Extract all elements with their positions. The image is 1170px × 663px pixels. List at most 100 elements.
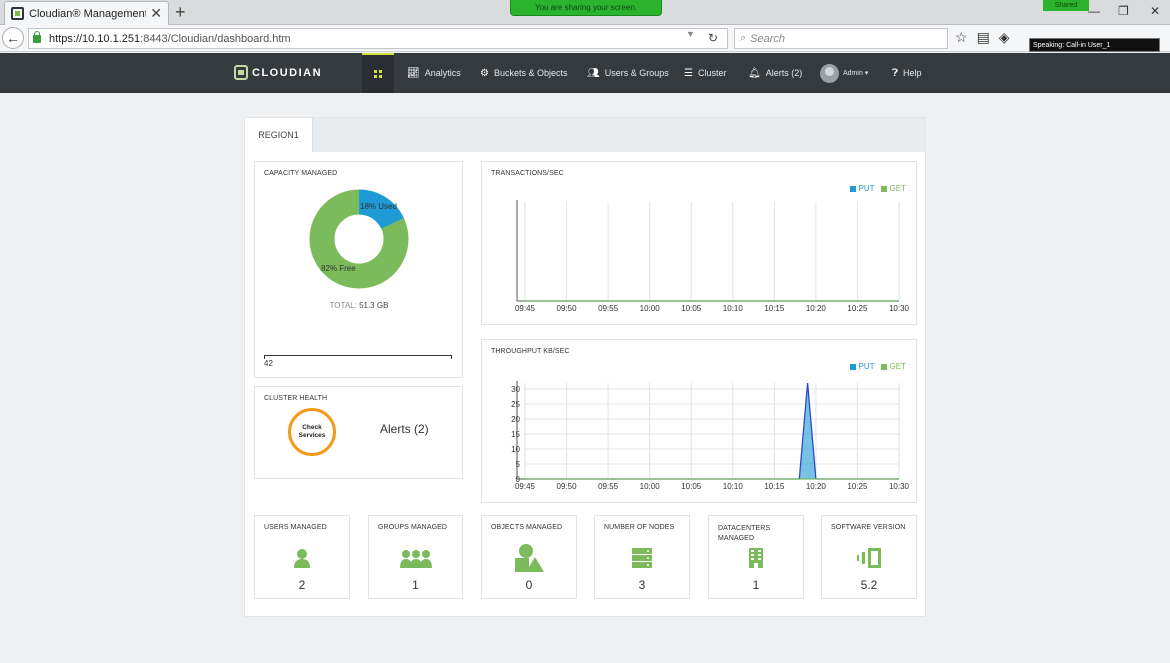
- nav-alerts[interactable]: 🔔︎ Alerts (2): [748, 53, 802, 93]
- nav-cluster-label: Cluster: [697, 68, 727, 78]
- browser-tab[interactable]: Cloudian® Management ... ✕: [4, 1, 169, 25]
- users-icon: 👥︎: [587, 67, 600, 79]
- stat-datacenters-value: 1: [752, 578, 760, 592]
- reload-icon[interactable]: ↻: [708, 31, 719, 45]
- software-icon: [822, 548, 916, 568]
- throughput-legend: PUT GET: [849, 362, 906, 371]
- dashboard-panel: REGION1 CAPACITY MANAGED 18% Used 82% Fr…: [244, 117, 926, 617]
- reading-list-icon[interactable]: ▤: [976, 29, 990, 45]
- list-icon: ☰: [684, 67, 693, 79]
- x-tick-label: 09:55: [598, 304, 619, 313]
- legend-get: GET: [880, 362, 906, 371]
- avatar: [820, 63, 839, 83]
- stat-datacenters[interactable]: DATACENTERS MANAGED 1: [708, 515, 804, 599]
- x-tick-label: 10:15: [764, 482, 785, 491]
- cluster-health-title: CLUSTER HEALTH: [264, 395, 328, 402]
- legend-put-swatch: [849, 185, 856, 192]
- x-tick-label: 09:45: [515, 304, 536, 313]
- cluster-health-card: CLUSTER HEALTH Check Services Alerts (2): [254, 386, 463, 479]
- url-dropdown-icon[interactable]: ▼: [686, 29, 695, 39]
- transactions-card: TRANSACTIONS/SEC PUT GET 09:45 09:50 09:55…: [481, 161, 917, 325]
- stat-groups-title: GROUPS MANAGED: [378, 524, 448, 531]
- url-bar[interactable]: https://10.10.1.251:8443/Cloudian/dashbo…: [28, 28, 728, 49]
- y-tick-label: 20: [511, 415, 520, 424]
- minimize-icon[interactable]: —: [1088, 4, 1100, 18]
- nav-analytics-label: Analytics: [424, 68, 461, 78]
- capacity-donut: 18% Used 82% Free: [309, 189, 409, 289]
- x-tick-label: 09:50: [557, 482, 578, 491]
- app-header: CLOUDIAN 📈︎ Analytics ⚙ Buckets & Object…: [0, 53, 1170, 93]
- nav-analytics[interactable]: 📈︎ Analytics: [407, 53, 461, 93]
- back-arrow-icon[interactable]: ←: [2, 27, 24, 49]
- window-close-icon[interactable]: ✕: [1150, 4, 1161, 18]
- stat-groups-value: 1: [412, 578, 419, 592]
- x-tick-label: 10:25: [847, 482, 868, 491]
- legend-get-swatch: [880, 363, 887, 370]
- nav-buckets[interactable]: ⚙ Buckets & Objects: [480, 53, 568, 93]
- pocket-icon[interactable]: ◈: [998, 29, 1010, 45]
- transactions-title: TRANSACTIONS/SEC: [491, 170, 564, 177]
- nav-buckets-label: Buckets & Objects: [493, 68, 568, 78]
- group-icon: [369, 548, 462, 568]
- total-prefix: TOTAL: [329, 301, 355, 310]
- x-tick-label: 09:50: [557, 304, 578, 313]
- tab-title: Cloudian® Management ...: [29, 7, 147, 20]
- cloudian-logo[interactable]: CLOUDIAN: [234, 65, 322, 80]
- browser-navbar: ← https://10.10.1.251:8443/Cloudian/dash…: [0, 25, 1170, 52]
- legend-put-label: PUT: [858, 184, 875, 193]
- transactions-chart: 09:45 09:50 09:55 10:00 10:05 10:10 10:15 10:20…: [515, 200, 910, 313]
- server-icon: [595, 548, 689, 568]
- nav-admin[interactable]: Admin ▾: [820, 53, 868, 93]
- restore-icon[interactable]: ❐: [1118, 4, 1129, 18]
- nav-cluster[interactable]: ☰ Cluster: [684, 53, 726, 93]
- logo-text: CLOUDIAN: [252, 66, 323, 79]
- stat-objects[interactable]: OBJECTS MANAGED 0: [481, 515, 577, 599]
- tab-close-icon[interactable]: ✕: [150, 5, 162, 21]
- series-line-put: [525, 382, 899, 480]
- x-tick-label: 10:00: [640, 304, 661, 313]
- url-host: https://10.10.1.251: [49, 32, 141, 45]
- nav-help[interactable]: ❓︎ Help: [892, 53, 922, 93]
- stat-groups[interactable]: GROUPS MANAGED 1: [368, 515, 463, 599]
- screen-share-banner[interactable]: You are sharing your screen.: [510, 0, 662, 16]
- donut-used-slice: [309, 189, 409, 289]
- search-placeholder: Search: [750, 32, 786, 45]
- bookmark-star-icon[interactable]: ☆: [955, 29, 968, 45]
- x-tick-label: 09:45: [515, 482, 536, 491]
- stat-objects-title: OBJECTS MANAGED: [491, 524, 563, 531]
- stat-users[interactable]: USERS MANAGED 2: [254, 515, 350, 599]
- x-tick-label: 10:10: [723, 304, 744, 313]
- nav-users[interactable]: 👥︎ Users & Groups: [587, 53, 669, 93]
- x-tick-label: 10:10: [723, 482, 744, 491]
- tab-region1[interactable]: REGION1: [245, 118, 313, 152]
- stat-users-value: 2: [298, 578, 306, 592]
- y-tick-label: 5: [516, 460, 521, 469]
- gear-icon: ⚙: [480, 67, 489, 79]
- x-tick-label: 10:15: [764, 304, 785, 313]
- lock-icon: [33, 30, 41, 43]
- dashboard-grid-icon: [374, 70, 382, 78]
- check-line2: Services: [298, 432, 326, 439]
- capacity-donut-svg: [309, 189, 409, 289]
- throughput-chart: 05101520253009:4509:5009:5510:0010:0510:…: [511, 381, 910, 491]
- search-input[interactable]: ⌕ Search: [734, 28, 948, 49]
- stat-datacenters-title: DATACENTERS MANAGED: [718, 525, 771, 542]
- legend-get-label: GET: [889, 184, 906, 193]
- cloudian-logo-icon: [234, 65, 248, 80]
- capacity-slider[interactable]: [264, 355, 452, 359]
- stat-software-value: 5.2: [860, 578, 878, 592]
- legend-put: PUT: [849, 184, 875, 193]
- stat-software[interactable]: SOFTWARE VERSION 5.2: [821, 515, 917, 599]
- stat-nodes[interactable]: NUMBER OF NODES 3: [594, 515, 690, 599]
- nav-dashboard[interactable]: [362, 53, 394, 93]
- y-tick-label: 30: [511, 385, 520, 394]
- new-tab-button[interactable]: +: [175, 2, 186, 22]
- building-icon: [709, 548, 803, 568]
- check-services-button[interactable]: Check Services: [288, 408, 336, 456]
- stat-objects-value: 0: [525, 578, 533, 592]
- x-tick-label: 10:30: [889, 482, 910, 491]
- cluster-alerts-link[interactable]: Alerts (2): [380, 422, 429, 436]
- x-tick-label: 09:55: [598, 482, 619, 491]
- used-label: 18% Used: [360, 202, 397, 211]
- legend-put: PUT: [849, 362, 875, 371]
